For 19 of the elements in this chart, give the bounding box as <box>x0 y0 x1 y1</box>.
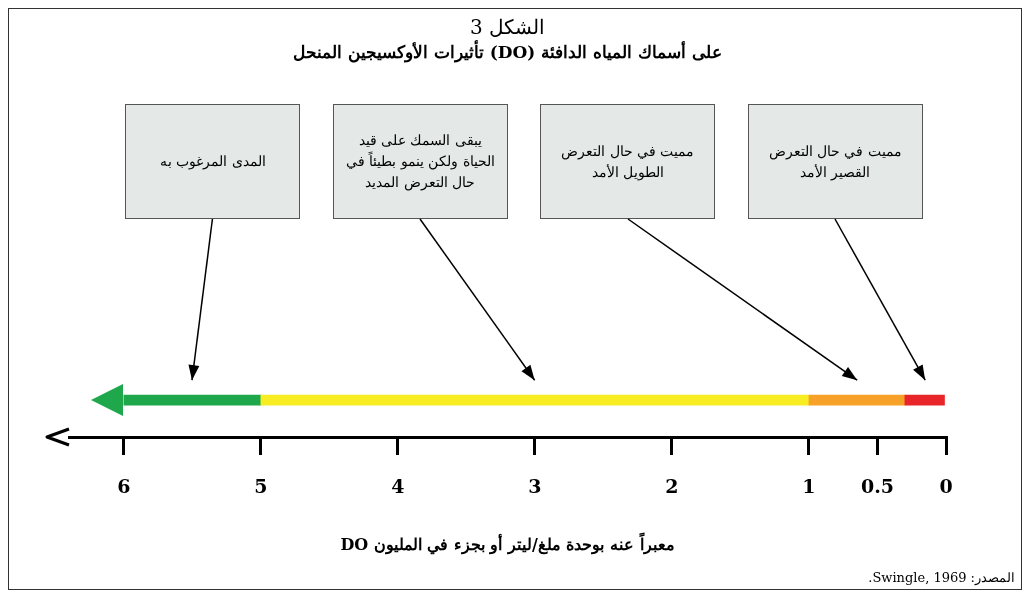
x-axis-title: DO معبراً عنه بوحدة ملغ/ليتر أو بجزء في المليون <box>340 531 675 555</box>
x-tick-label: 0 <box>939 475 953 498</box>
chart-subtitle: تأثيرات الأوكسيجين المنحل (DO) على أسماك المياه الدافئة <box>292 38 723 63</box>
x-tick-label: 6 <box>117 475 131 498</box>
text: مميت في حال التعرض القصير الأمد <box>747 104 923 219</box>
x-tick-label: 5 <box>254 475 268 498</box>
x-tick-label: 2 <box>665 475 679 498</box>
x-tick-label: 3 <box>528 475 542 498</box>
text: يبقى السمك على قيد الحياة ولكن ينمو بطيئاً في حال التعرض المديد <box>332 104 508 219</box>
x-tick-label: 1 <box>802 475 816 498</box>
bar <box>260 394 810 406</box>
text: مميت في حال التعرض الطويل الأمد <box>540 104 716 219</box>
x-tick-label: 0.5 <box>860 475 895 498</box>
bar <box>904 394 945 406</box>
text: المصدر: Swingle, 1969. <box>868 570 1015 585</box>
bar <box>808 394 906 406</box>
chart-title: الشكل 3 <box>469 15 546 40</box>
x-tick-label: 4 <box>391 475 405 498</box>
text: المدى المرغوب به <box>125 104 301 219</box>
